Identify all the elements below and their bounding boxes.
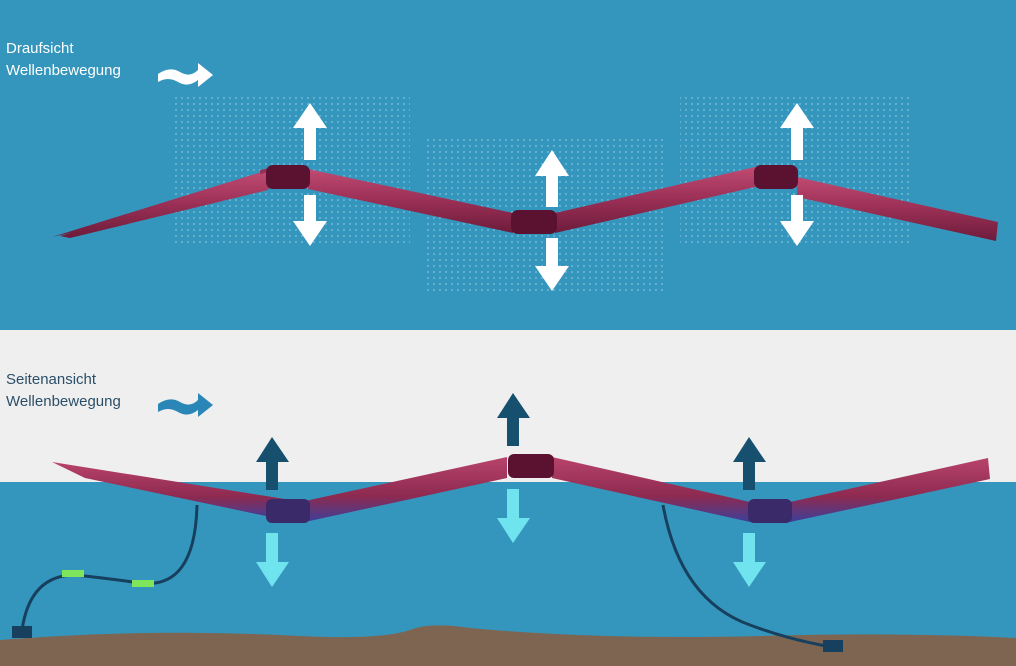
wave-direction-icon [158, 393, 213, 417]
tube-segment-4 [797, 177, 998, 241]
tube-nose [52, 170, 268, 237]
joint-module-1-side [266, 499, 310, 523]
arrow-down-icon [256, 533, 289, 587]
mooring-float-2 [132, 580, 154, 587]
arrow-up-icon [497, 393, 530, 446]
arrow-down-icon [497, 489, 530, 543]
top-view-subtitle: Wellenbewegung [6, 62, 121, 79]
anchor-1 [12, 626, 32, 638]
arrow-up-icon [293, 103, 327, 160]
arrow-up-icon [535, 150, 569, 207]
top-view-title: Draufsicht [6, 40, 74, 57]
tube-segment-4-side [790, 458, 990, 522]
arrow-up-icon [733, 437, 766, 490]
tube-segment-2 [308, 169, 513, 233]
tube-segment-3 [555, 167, 755, 233]
mooring-float-1 [62, 570, 84, 577]
arrow-up-icon [780, 103, 814, 160]
tube-segment-2-side [305, 457, 507, 522]
arrow-down-icon [293, 195, 327, 246]
joint-module-3-side [748, 499, 792, 523]
joint-module-3 [754, 165, 798, 189]
anchor-2 [823, 640, 843, 652]
side-tube [52, 454, 990, 523]
arrow-down-icon [780, 195, 814, 246]
arrow-down-icon [733, 533, 766, 587]
side-view-subtitle: Wellenbewegung [6, 393, 121, 410]
side-view-title: Seitenansicht [6, 371, 97, 388]
top-arrows [293, 103, 814, 291]
top-view-label: Draufsicht Wellenbewegung [6, 38, 121, 82]
tube-nose-side [52, 462, 285, 520]
joint-module-2 [511, 210, 557, 234]
top-tube [52, 165, 998, 241]
side-view-label: Seitenansicht Wellenbewegung [6, 369, 121, 413]
joint-module-1 [266, 165, 310, 189]
joint-module-2-side [508, 454, 554, 478]
wave-direction-icon [158, 63, 213, 87]
tube-segment-3-side [552, 457, 750, 522]
arrow-up-icon [256, 437, 289, 490]
side-arrows [256, 393, 766, 587]
seabed [0, 625, 1016, 666]
mooring-lines [12, 504, 843, 652]
arrow-down-icon [535, 238, 569, 291]
